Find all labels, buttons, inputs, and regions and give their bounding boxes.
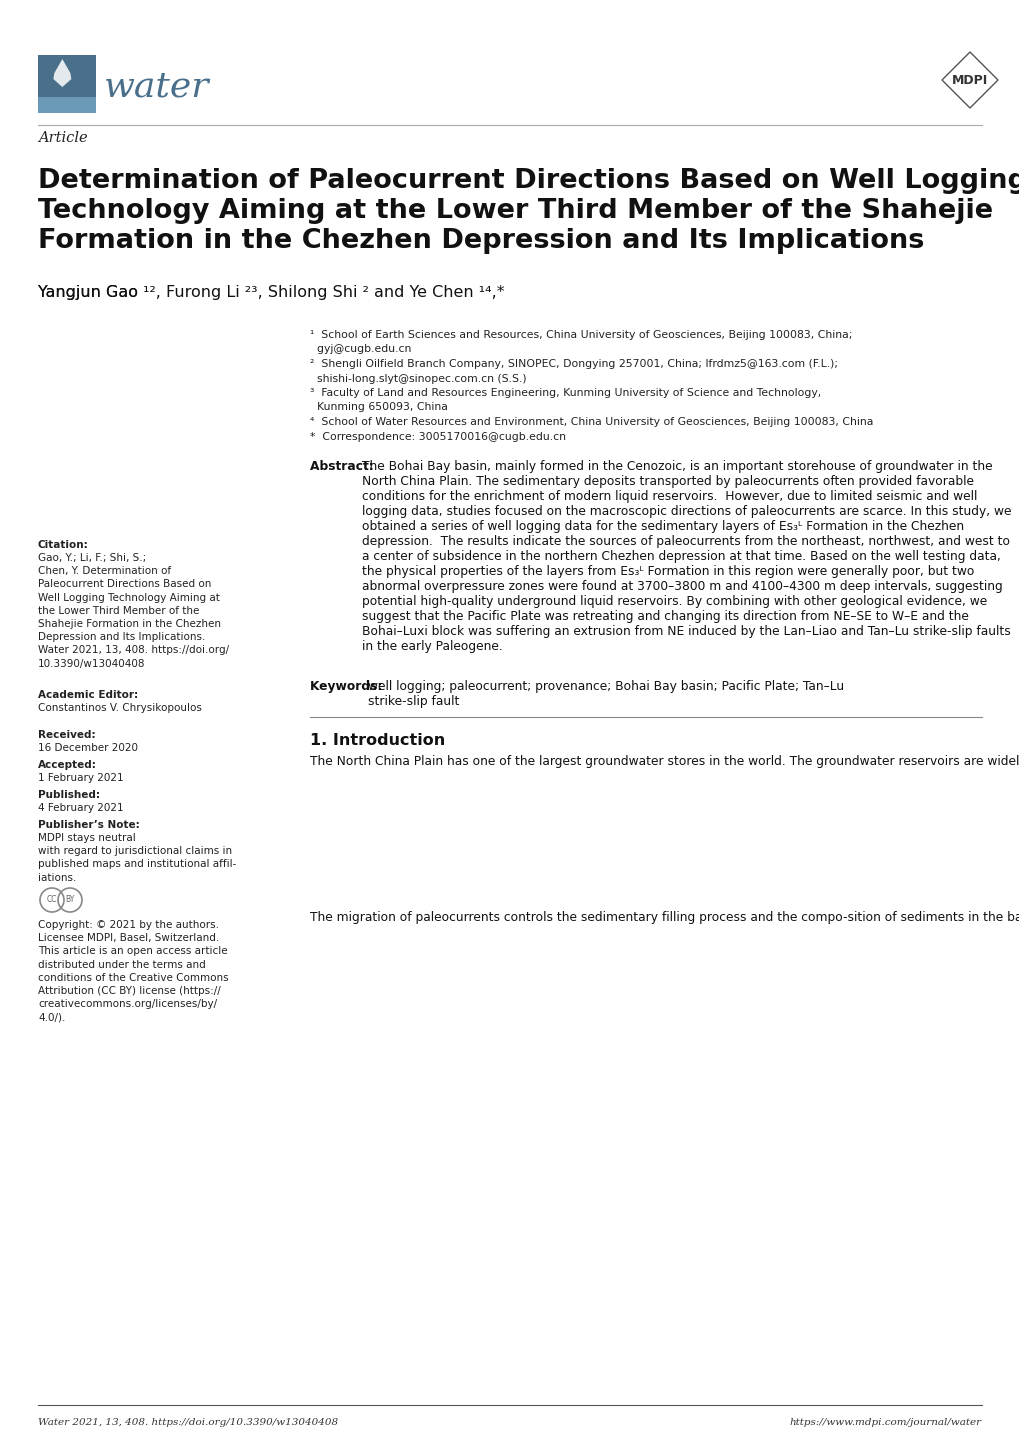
Text: The North China Plain has one of the largest groundwater stores in the world. Th: The North China Plain has one of the lar… <box>310 756 1019 769</box>
Text: The Bohai Bay basin, mainly formed in the Cenozoic, is an important storehouse o: The Bohai Bay basin, mainly formed in th… <box>362 460 1011 653</box>
Text: Determination of Paleocurrent Directions Based on Well Logging: Determination of Paleocurrent Directions… <box>38 169 1019 195</box>
Text: Accepted:: Accepted: <box>38 760 97 770</box>
Text: CC: CC <box>47 895 57 904</box>
Text: ⁴  School of Water Resources and Environment, China University of Geosciences, B: ⁴ School of Water Resources and Environm… <box>310 417 872 427</box>
Text: Constantinos V. Chrysikopoulos: Constantinos V. Chrysikopoulos <box>38 704 202 712</box>
Text: Copyright: © 2021 by the authors.
Licensee MDPI, Basel, Switzerland.
This articl: Copyright: © 2021 by the authors. Licens… <box>38 920 228 1022</box>
Text: *  Correspondence: 3005170016@cugb.edu.cn: * Correspondence: 3005170016@cugb.edu.cn <box>310 431 566 441</box>
Text: Publisher’s Note:: Publisher’s Note: <box>38 820 140 831</box>
Bar <box>38 55 96 112</box>
Text: Published:: Published: <box>38 790 100 800</box>
Text: MDPI: MDPI <box>951 74 987 87</box>
Text: ¹  School of Earth Sciences and Resources, China University of Geosciences, Beij: ¹ School of Earth Sciences and Resources… <box>310 330 852 340</box>
Text: 1 February 2021: 1 February 2021 <box>38 773 123 783</box>
Text: Technology Aiming at the Lower Third Member of the Shahejie: Technology Aiming at the Lower Third Mem… <box>38 198 993 224</box>
Text: The migration of paleocurrents controls the sedimentary filling process and the : The migration of paleocurrents controls … <box>310 911 1019 924</box>
Text: Yangjun Gao ¹², Furong Li ²³, Shilong Shi ² and Ye Chen ¹⁴,*: Yangjun Gao ¹², Furong Li ²³, Shilong Sh… <box>38 286 504 300</box>
Bar <box>38 97 96 112</box>
Text: gyj@cugb.edu.cn: gyj@cugb.edu.cn <box>310 345 411 355</box>
Text: Received:: Received: <box>38 730 96 740</box>
Text: Abstract:: Abstract: <box>310 460 378 473</box>
Text: BY: BY <box>65 895 74 904</box>
Text: water: water <box>104 69 209 104</box>
Text: Kunming 650093, China: Kunming 650093, China <box>310 402 447 412</box>
Text: 16 December 2020: 16 December 2020 <box>38 743 138 753</box>
Text: ³  Faculty of Land and Resources Engineering, Kunming University of Science and : ³ Faculty of Land and Resources Engineer… <box>310 388 820 398</box>
Text: well logging; paleocurrent; provenance; Bohai Bay basin; Pacific Plate; Tan–Lu
s: well logging; paleocurrent; provenance; … <box>368 681 844 708</box>
Text: Keywords:: Keywords: <box>310 681 386 694</box>
Text: MDPI stays neutral
with regard to jurisdictional claims in
published maps and in: MDPI stays neutral with regard to jurisd… <box>38 833 236 883</box>
Text: Yangjun Gao: Yangjun Gao <box>38 286 143 300</box>
Text: Academic Editor:: Academic Editor: <box>38 691 138 699</box>
Text: https://www.mdpi.com/journal/water: https://www.mdpi.com/journal/water <box>789 1417 981 1428</box>
Text: Formation in the Chezhen Depression and Its Implications: Formation in the Chezhen Depression and … <box>38 228 923 254</box>
Text: Water 2021, 13, 408. https://doi.org/10.3390/w13040408: Water 2021, 13, 408. https://doi.org/10.… <box>38 1417 337 1428</box>
Text: ²  Shengli Oilfield Branch Company, SINOPEC, Dongying 257001, China; lfrdmz5@163: ² Shengli Oilfield Branch Company, SINOP… <box>310 359 838 369</box>
Text: Article: Article <box>38 131 88 146</box>
Polygon shape <box>53 59 71 87</box>
Text: Citation:: Citation: <box>38 539 89 549</box>
Text: shishi-long.slyt@sinopec.com.cn (S.S.): shishi-long.slyt@sinopec.com.cn (S.S.) <box>310 373 526 384</box>
Text: Gao, Y.; Li, F.; Shi, S.;
Chen, Y. Determination of
Paleocurrent Directions Base: Gao, Y.; Li, F.; Shi, S.; Chen, Y. Deter… <box>38 552 229 669</box>
Text: 1. Introduction: 1. Introduction <box>310 733 445 748</box>
Text: 4 February 2021: 4 February 2021 <box>38 803 123 813</box>
